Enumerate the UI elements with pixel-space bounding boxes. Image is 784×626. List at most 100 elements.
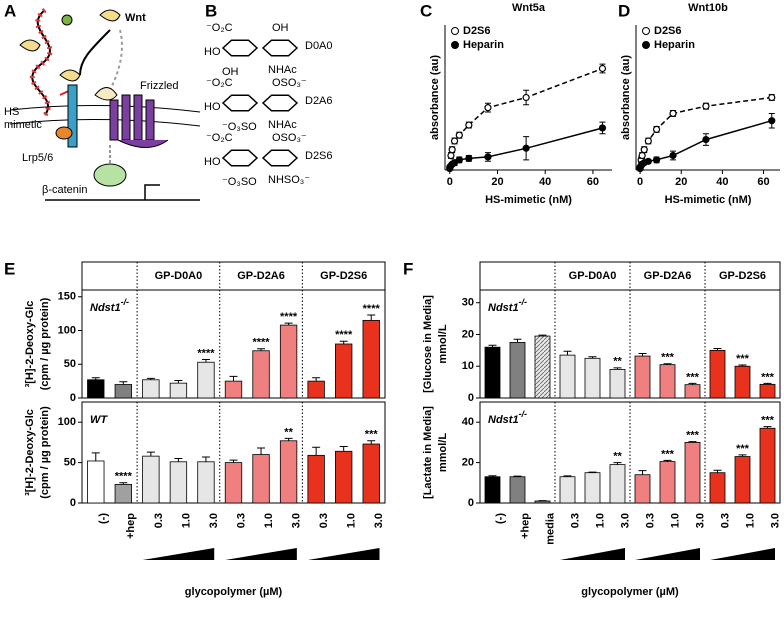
significance-label: *** xyxy=(736,443,750,455)
sugar-ring xyxy=(221,149,259,167)
substituent: NHAc xyxy=(268,64,297,76)
x-axis-title: glycopolymer (µM) xyxy=(581,586,679,598)
data-point xyxy=(447,151,455,160)
bar xyxy=(559,476,576,504)
substituent: ⁻O₂C xyxy=(206,132,233,144)
bar xyxy=(584,472,601,504)
error-bar xyxy=(688,382,697,385)
error-bar xyxy=(488,475,497,477)
x-tick-label: 40 xyxy=(716,176,728,188)
legend-marker xyxy=(451,41,459,49)
bar xyxy=(534,500,551,504)
bar xyxy=(534,335,551,399)
group-header: GP-D2A6 xyxy=(644,270,692,282)
data-point xyxy=(484,104,492,112)
sugar-ring xyxy=(261,149,299,167)
concentration-wedge xyxy=(307,548,380,560)
x-tick-label: 40 xyxy=(539,176,551,188)
error-bar xyxy=(713,347,722,351)
significance-label: *** xyxy=(661,448,675,460)
substituent: NHSO₃⁻ xyxy=(268,174,310,186)
x-tick-label: 3.0 xyxy=(619,513,631,528)
bar xyxy=(659,364,676,399)
error-bar xyxy=(738,364,747,367)
group-header: GP-D2S6 xyxy=(719,270,766,282)
data-point xyxy=(669,109,677,118)
bar xyxy=(362,443,380,504)
x-tick-label: 1.0 xyxy=(744,513,756,528)
significance-label: **** xyxy=(335,329,353,341)
genotype-label: Ndst1-/- xyxy=(488,409,527,426)
y-tick-label: 40 xyxy=(462,416,474,428)
significance-label: **** xyxy=(115,471,133,483)
significance-label: **** xyxy=(197,347,215,359)
concentration-wedge xyxy=(560,548,625,560)
data-point xyxy=(638,151,646,160)
genotype-label: Ndst1-/- xyxy=(90,297,129,314)
legend-label: D2S6 xyxy=(463,25,491,37)
y-tick-label: 0 xyxy=(468,497,474,509)
bar xyxy=(279,440,298,504)
row-label: D0A0 xyxy=(305,40,333,52)
bar xyxy=(114,484,132,504)
y-tick-label: 0 xyxy=(468,392,474,404)
error-bar xyxy=(513,338,522,343)
genotype-label: WT xyxy=(90,414,108,426)
y-axis-title: [Glucose in Media] xyxy=(422,295,434,393)
concentration-wedge xyxy=(635,548,700,560)
bar xyxy=(362,319,380,399)
data-point xyxy=(702,102,710,110)
bar xyxy=(634,355,651,399)
y-axis-title: (cpm / µg protein) xyxy=(39,297,51,390)
bar xyxy=(734,365,751,399)
genotype-label: Ndst1-/- xyxy=(488,297,527,314)
data-point xyxy=(465,121,473,129)
panel-label: C xyxy=(420,1,432,20)
y-axis-title: absorbance (au) xyxy=(429,55,441,140)
x-tick-label: 3.0 xyxy=(769,513,781,528)
arrow xyxy=(79,29,111,76)
genotype-name: WT xyxy=(90,414,108,426)
bar xyxy=(252,350,270,399)
y-axis-title: mmol/L xyxy=(437,324,449,363)
data-point xyxy=(598,64,607,73)
significance-label: *** xyxy=(761,415,775,427)
wnt-bound xyxy=(59,69,81,82)
label: Wnt xyxy=(125,12,146,24)
error-bar xyxy=(638,470,647,475)
label: Lrp5/6 xyxy=(22,152,53,164)
error-bar xyxy=(312,377,321,382)
y-tick-label: 100 xyxy=(58,324,76,336)
label: mimetic xyxy=(4,119,42,131)
error-bar xyxy=(713,469,722,473)
substituent: ⁻O₃SO xyxy=(222,176,257,188)
error-bar xyxy=(688,441,697,443)
significance-label: *** xyxy=(686,429,700,441)
x-tick-label: 0.3 xyxy=(153,513,165,528)
genotype-name: Ndst1 xyxy=(488,302,519,314)
label: β-catenin xyxy=(42,184,87,196)
significance-label: ** xyxy=(284,426,293,438)
wnt-bound xyxy=(19,39,41,52)
group-header: GP-D2S6 xyxy=(320,270,367,282)
bar xyxy=(759,383,776,399)
x-tick-label: 1.0 xyxy=(594,513,606,528)
genotype-name: Ndst1 xyxy=(488,414,519,426)
bar xyxy=(169,461,188,504)
bar xyxy=(659,461,676,504)
y-tick-label: 150 xyxy=(58,291,76,303)
sugar-ring xyxy=(221,94,259,112)
error-bar xyxy=(638,353,647,357)
x-tick-label: 0.3 xyxy=(719,513,731,528)
substituent: OH xyxy=(222,66,239,78)
y-axis-title: [Lactate in Media] xyxy=(422,406,434,499)
panel-label: B xyxy=(205,1,217,20)
data-point xyxy=(669,151,677,160)
data-point xyxy=(598,124,607,132)
data-point xyxy=(450,137,459,145)
bar xyxy=(684,384,701,399)
x-tick-label: 3.0 xyxy=(694,513,706,528)
y-axis-title: (cpm / µg protein) xyxy=(39,406,51,499)
bar xyxy=(224,462,243,504)
bar xyxy=(307,454,325,504)
